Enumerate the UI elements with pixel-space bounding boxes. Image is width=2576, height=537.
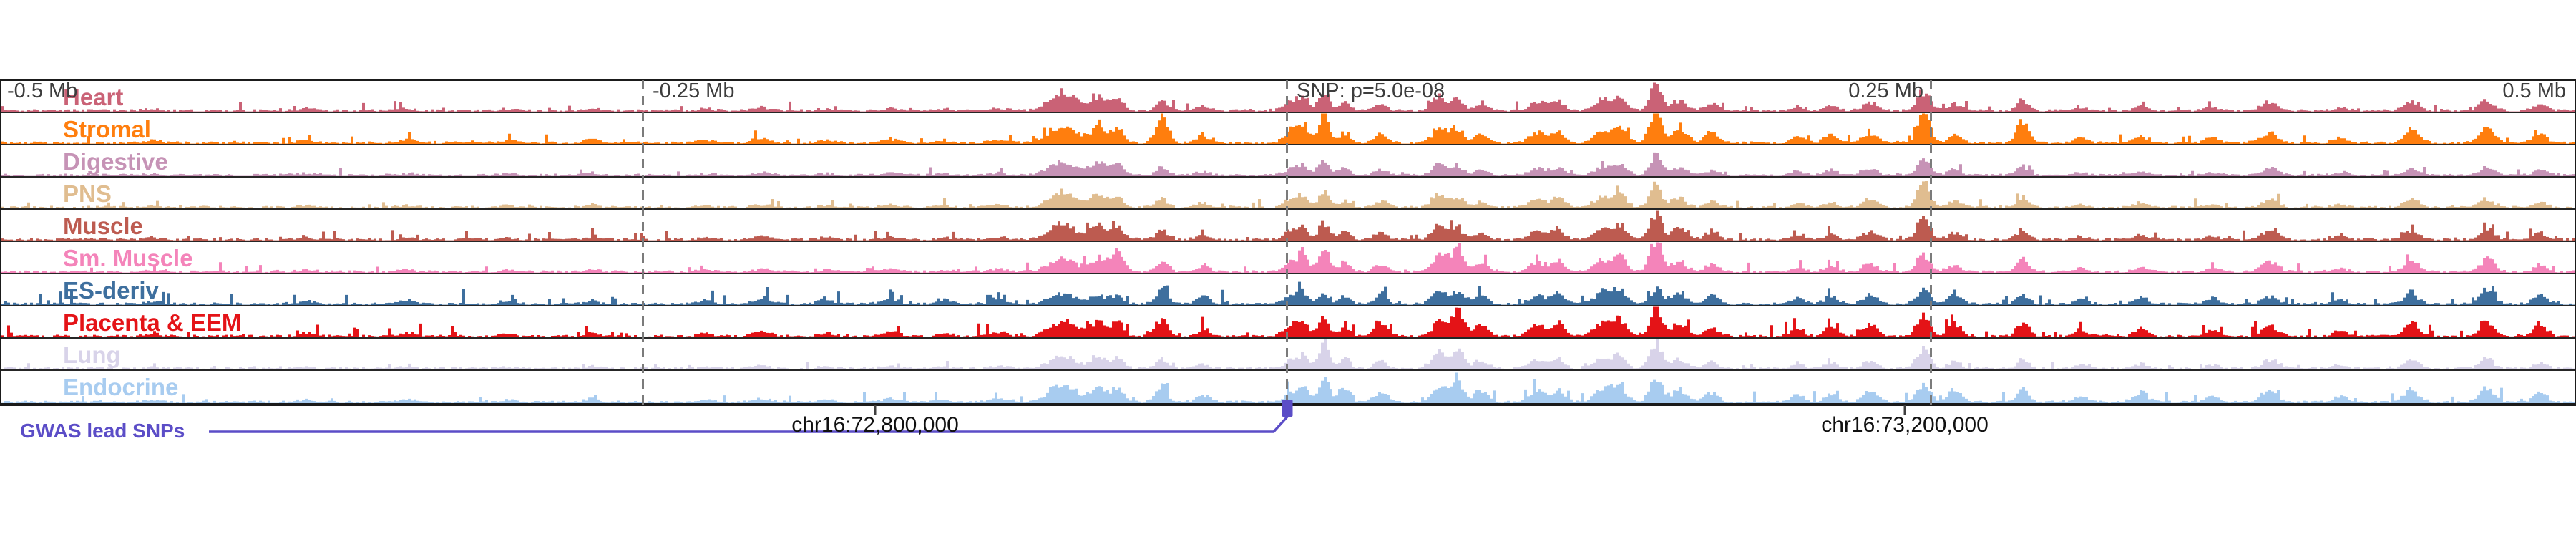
signal-path-sm-muscle xyxy=(1,242,2575,273)
signal-area-es-deriv xyxy=(1,281,2575,305)
gwas-lead-snps-label: GWAS lead SNPs xyxy=(20,420,185,442)
axis-label-plus-0.5mb: 0.5 Mb xyxy=(2502,79,2566,102)
signal-area-heart xyxy=(1,82,2575,112)
signal-area-placenta-eem xyxy=(1,306,2575,337)
track-row-es-deriv: ES-deriv xyxy=(1,274,2575,306)
signal-path-digestive xyxy=(1,152,2575,176)
signal-area-sm-muscle xyxy=(1,242,2575,273)
track-label-muscle: Muscle xyxy=(63,213,143,239)
axis-label-plus-0.25mb: 0.25 Mb xyxy=(1848,79,1923,102)
track-label-stromal: Stromal xyxy=(63,116,151,142)
signal-area-digestive xyxy=(1,152,2575,176)
signal-path-endocrine xyxy=(1,372,2575,403)
track-label-es-deriv: ES-deriv xyxy=(63,277,159,304)
signal-path-es-deriv xyxy=(1,281,2575,305)
signal-path-pns xyxy=(1,180,2575,208)
axis-label-minus-0.25mb: -0.25 Mb xyxy=(653,79,735,102)
axis-label-minus-0.5mb: -0.5 Mb xyxy=(7,79,78,102)
track-row-heart: Heart xyxy=(1,81,2575,113)
chr-coordinate-label-right: chr16:73,200,000 xyxy=(1821,413,1989,437)
signal-path-stromal xyxy=(1,113,2575,144)
gwas-connector-line xyxy=(209,415,1289,433)
signal-area-stromal xyxy=(1,113,2575,144)
track-label-heart: Heart xyxy=(63,84,124,110)
track-row-digestive: Digestive xyxy=(1,145,2575,178)
signal-area-lung xyxy=(1,339,2575,369)
track-row-endocrine: Endocrine xyxy=(1,371,2575,403)
signal-area-pns xyxy=(1,180,2575,208)
track-label-digestive: Digestive xyxy=(63,148,168,175)
track-label-placenta-eem: Placenta & EEM xyxy=(63,309,242,336)
track-label-lung: Lung xyxy=(63,342,121,368)
signal-path-lung xyxy=(1,339,2575,369)
track-row-placenta-eem: Placenta & EEM xyxy=(1,306,2575,339)
track-row-pns: PNS xyxy=(1,178,2575,210)
signal-area-muscle xyxy=(1,210,2575,241)
track-label-endocrine: Endocrine xyxy=(63,374,179,400)
axis-label-snp-pvalue: SNP: p=5.0e-08 xyxy=(1297,79,1445,102)
track-row-sm-muscle: Sm. Muscle xyxy=(1,242,2575,274)
signal-area-endocrine xyxy=(1,372,2575,403)
signal-path-muscle xyxy=(1,210,2575,241)
track-row-muscle: Muscle xyxy=(1,210,2575,242)
signal-path-heart xyxy=(1,82,2575,112)
chr-coordinate-label-left: chr16:72,800,000 xyxy=(791,413,959,437)
signal-path-placenta-eem xyxy=(1,306,2575,337)
track-label-pns: PNS xyxy=(63,180,112,207)
track-row-stromal: Stromal xyxy=(1,113,2575,145)
track-row-lung: Lung xyxy=(1,339,2575,371)
track-label-sm-muscle: Sm. Muscle xyxy=(63,245,193,271)
track-panel: Heart Stromal Digestive PNS Muscle Sm. Muscle… xyxy=(0,79,2576,406)
